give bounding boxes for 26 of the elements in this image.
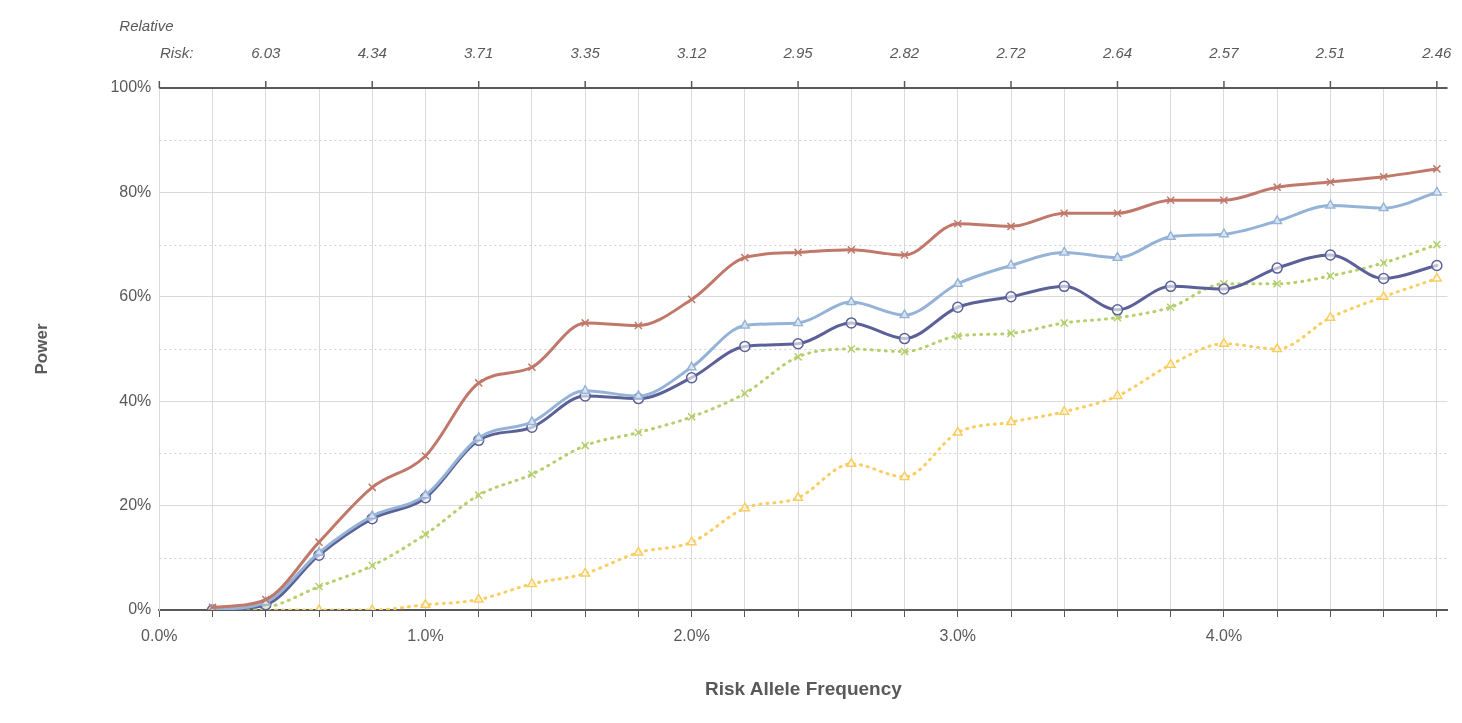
text: 4.34 [357, 44, 387, 62]
x-tick-label: 2.0% [673, 627, 710, 645]
text: 2.64 [1101, 44, 1133, 62]
y-tick-label: 40% [119, 391, 152, 409]
text: 2.51 [1314, 44, 1345, 62]
text: 6.03 [251, 44, 282, 62]
x-tick-label: 0.0% [141, 627, 178, 645]
x-tick-label: 4.0% [1205, 627, 1243, 645]
text: 2.95 [782, 44, 814, 62]
text: 2.82 [888, 44, 920, 62]
x-tick-label: 3.0% [939, 627, 977, 645]
y-tick-label: 0% [128, 600, 152, 618]
text: 2.46 [1421, 44, 1453, 62]
x-axis-title: Risk Allele Frequency [705, 677, 903, 699]
text: 3.12 [677, 44, 707, 62]
y-axis-title: Power [31, 323, 51, 375]
text: 2.57 [1208, 44, 1240, 62]
y-tick-label: 80% [119, 182, 152, 200]
y-tick-label: 20% [119, 496, 152, 514]
text: Relative Risk: [119, 17, 194, 62]
y-tick-label: 100% [110, 78, 152, 96]
text: 3.71 [464, 44, 494, 62]
text: 3.35 [570, 44, 601, 62]
x-tick-label: 1.0% [407, 627, 444, 645]
y-tick-label: 60% [119, 287, 152, 305]
text: 2.72 [995, 44, 1027, 62]
